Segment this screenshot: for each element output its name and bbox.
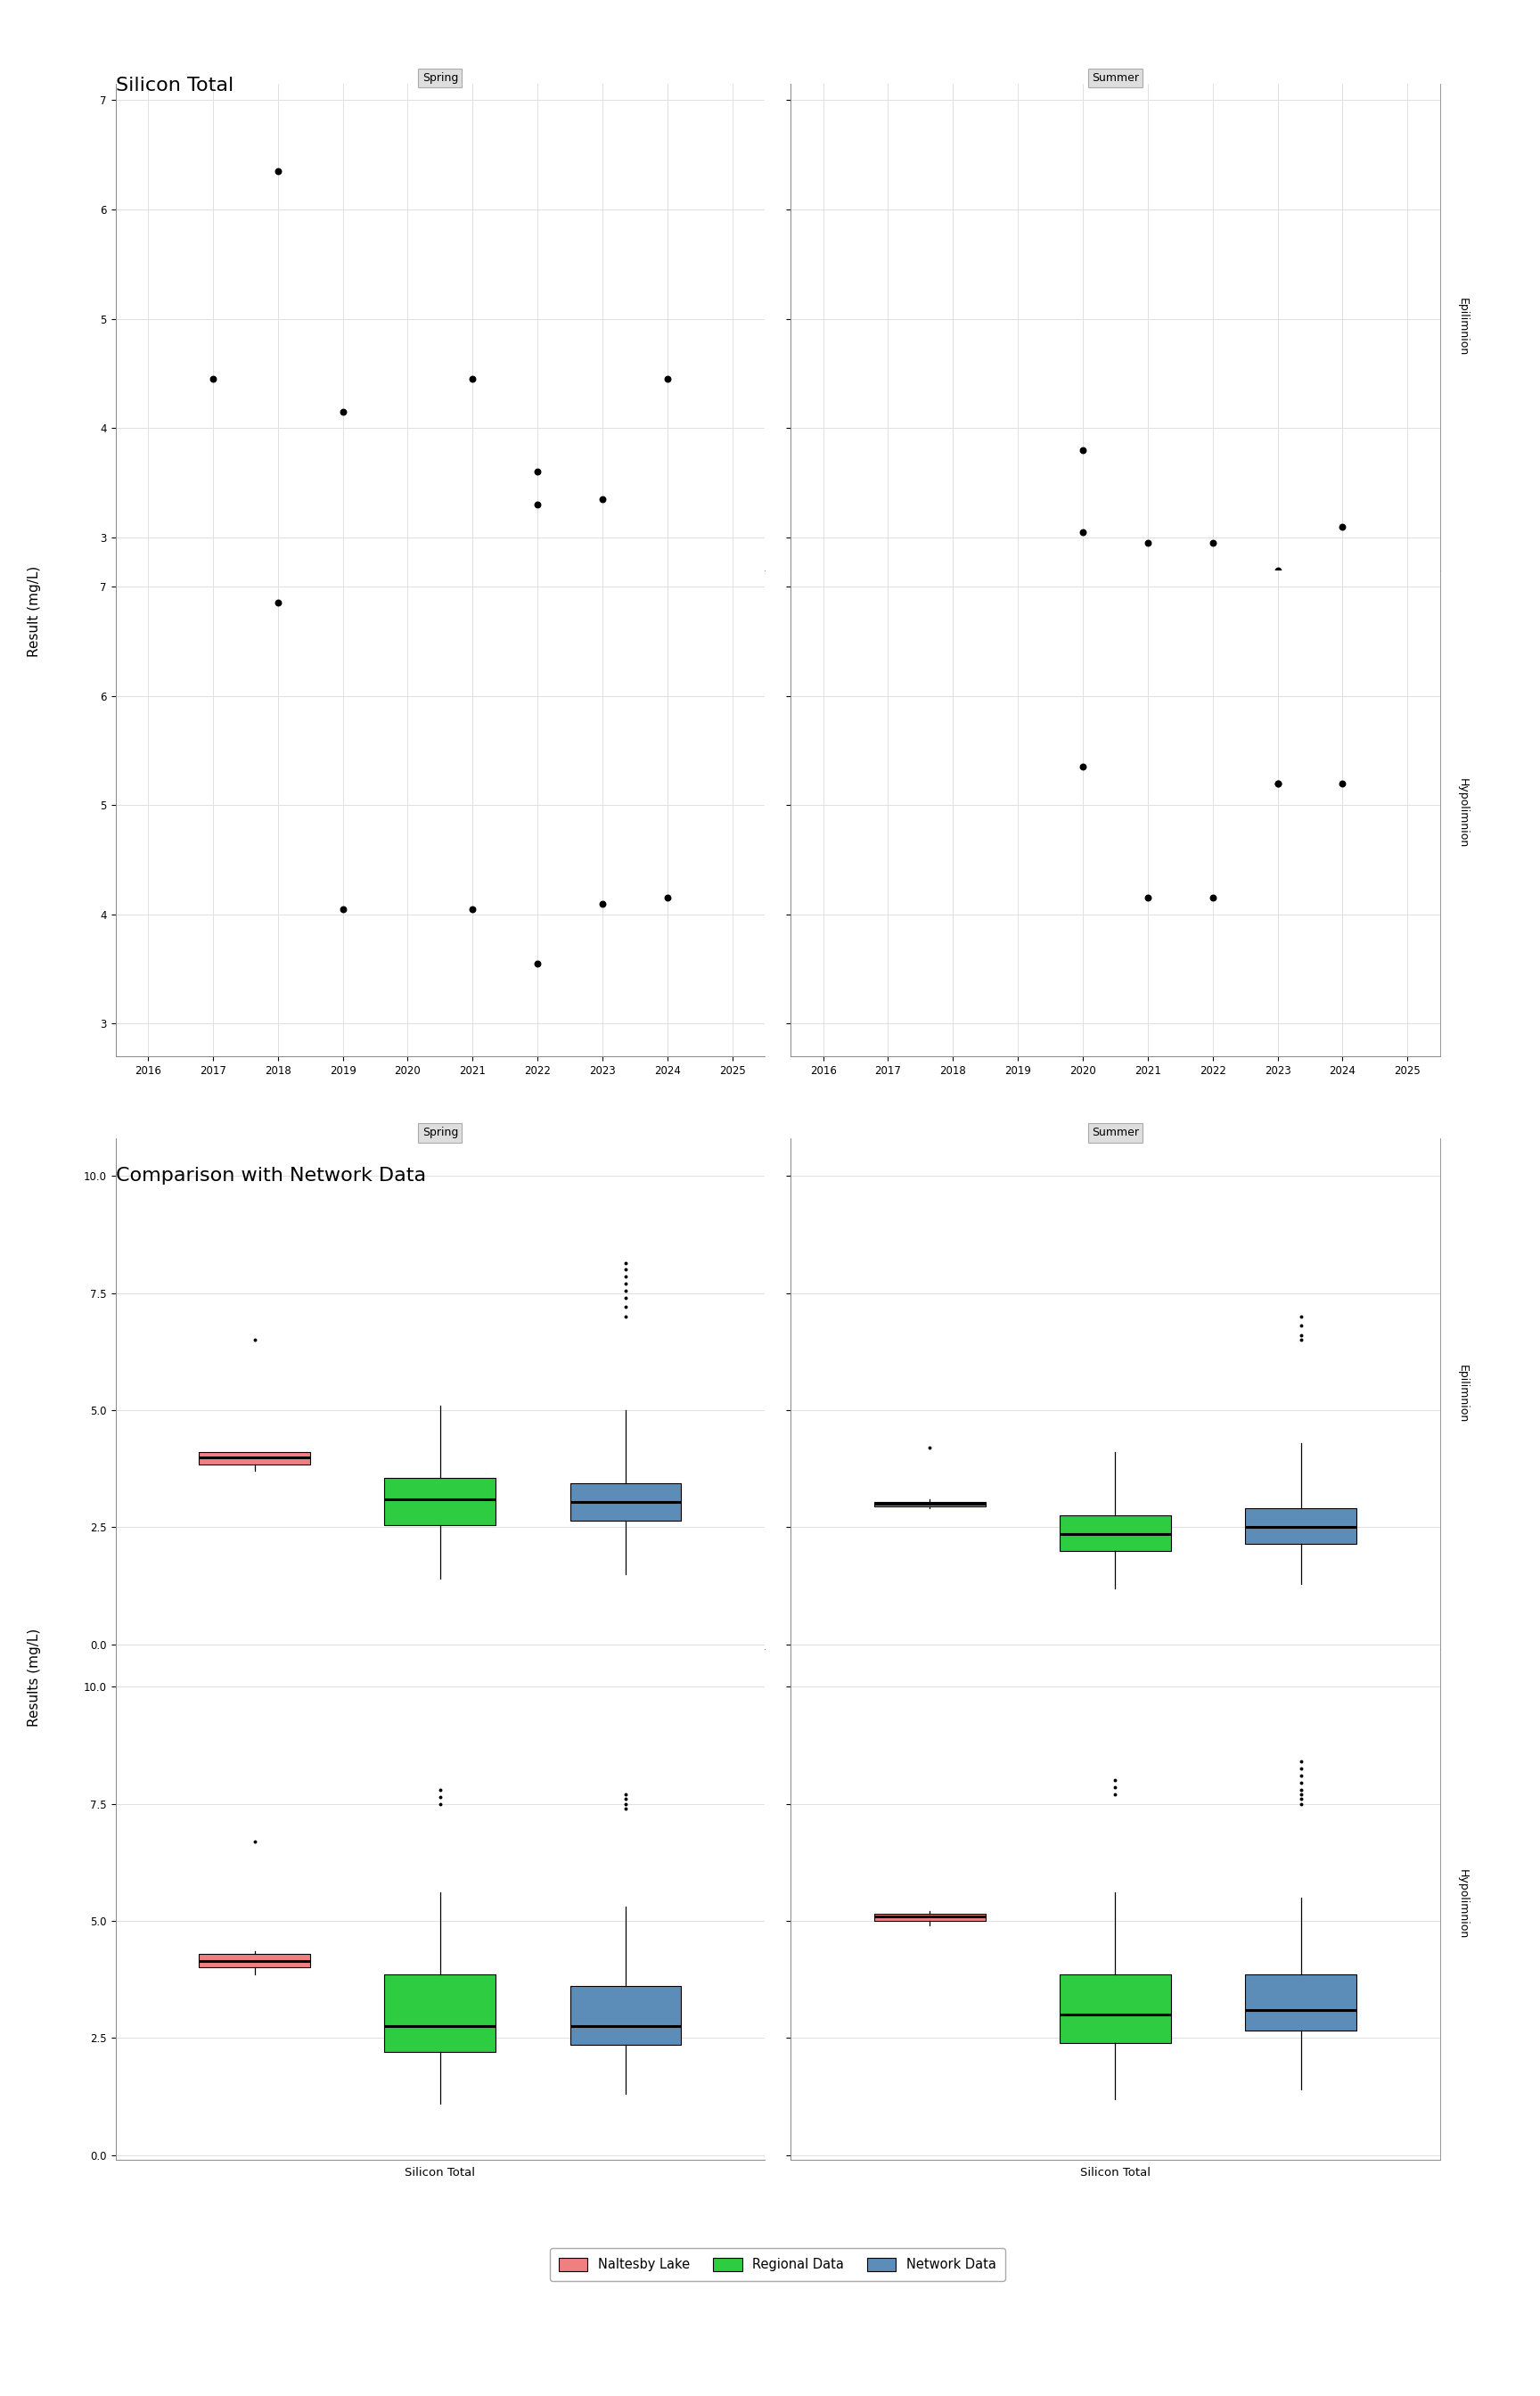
PathPatch shape bbox=[385, 1478, 496, 1524]
Point bbox=[428, 1785, 453, 1823]
Point bbox=[1289, 1771, 1314, 1809]
Text: Result (mg/L): Result (mg/L) bbox=[28, 565, 40, 657]
Point bbox=[1103, 1768, 1127, 1807]
Point bbox=[525, 453, 550, 491]
Point bbox=[428, 1778, 453, 1816]
Point bbox=[613, 1785, 638, 1823]
Point bbox=[331, 889, 356, 927]
PathPatch shape bbox=[1246, 1509, 1357, 1543]
PathPatch shape bbox=[1246, 1974, 1357, 2032]
Y-axis label: Epilimnion: Epilimnion bbox=[1457, 297, 1469, 357]
Point bbox=[1289, 1780, 1314, 1819]
Point bbox=[1070, 513, 1095, 551]
Legend: Naltesby Lake, Regional Data, Network Data: Naltesby Lake, Regional Data, Network Da… bbox=[550, 2247, 1006, 2281]
Point bbox=[1070, 431, 1095, 470]
Text: Comparison with Network Data: Comparison with Network Data bbox=[116, 1167, 425, 1184]
Point bbox=[613, 1272, 638, 1311]
X-axis label: Silicon Total: Silicon Total bbox=[1080, 2166, 1150, 2178]
Point bbox=[613, 1265, 638, 1303]
PathPatch shape bbox=[1060, 1517, 1170, 1550]
Point bbox=[428, 1771, 453, 1809]
PathPatch shape bbox=[1060, 1974, 1170, 2044]
Point bbox=[1289, 1320, 1314, 1359]
Point bbox=[460, 889, 485, 927]
Point bbox=[242, 1320, 266, 1359]
Text: Results (mg/L): Results (mg/L) bbox=[28, 1627, 40, 1728]
Point bbox=[1289, 1742, 1314, 1780]
Point bbox=[460, 359, 485, 398]
PathPatch shape bbox=[199, 1452, 310, 1464]
Point bbox=[654, 879, 679, 918]
Title: Summer: Summer bbox=[1092, 1126, 1140, 1138]
Point bbox=[613, 1279, 638, 1318]
Point bbox=[1289, 1785, 1314, 1823]
Point bbox=[1135, 879, 1160, 918]
PathPatch shape bbox=[385, 1974, 496, 2051]
Point bbox=[1289, 1296, 1314, 1335]
Point bbox=[1103, 1761, 1127, 1799]
Point bbox=[242, 1821, 266, 1859]
Point bbox=[613, 1780, 638, 1819]
Point bbox=[1135, 525, 1160, 563]
PathPatch shape bbox=[875, 1502, 986, 1507]
Point bbox=[1289, 1315, 1314, 1354]
Point bbox=[654, 359, 679, 398]
Point bbox=[1266, 551, 1291, 589]
Point bbox=[331, 393, 356, 431]
Title: Summer: Summer bbox=[1092, 72, 1140, 84]
Point bbox=[1289, 1756, 1314, 1795]
Point bbox=[265, 151, 290, 189]
X-axis label: Silicon Total: Silicon Total bbox=[405, 2166, 476, 2178]
PathPatch shape bbox=[570, 1986, 681, 2044]
Y-axis label: Hypolimnion: Hypolimnion bbox=[1457, 779, 1469, 848]
Point bbox=[1289, 1775, 1314, 1814]
Point bbox=[918, 1428, 942, 1466]
PathPatch shape bbox=[199, 1953, 310, 1967]
Title: Spring: Spring bbox=[422, 72, 457, 84]
Point bbox=[1200, 879, 1224, 918]
Point bbox=[613, 1775, 638, 1814]
Point bbox=[525, 486, 550, 525]
Y-axis label: Hypolimnion: Hypolimnion bbox=[1457, 1869, 1469, 1938]
Point bbox=[613, 1289, 638, 1327]
Point bbox=[1266, 764, 1291, 803]
Point bbox=[1200, 525, 1224, 563]
PathPatch shape bbox=[875, 1914, 986, 1922]
Point bbox=[1289, 1763, 1314, 1802]
Point bbox=[1289, 1749, 1314, 1787]
Point bbox=[200, 359, 225, 398]
PathPatch shape bbox=[570, 1483, 681, 1521]
Point bbox=[613, 1296, 638, 1335]
Point bbox=[1103, 1775, 1127, 1814]
Point bbox=[1289, 1306, 1314, 1344]
Point bbox=[265, 585, 290, 623]
Point bbox=[613, 1251, 638, 1289]
Title: Spring: Spring bbox=[422, 1126, 457, 1138]
Point bbox=[613, 1244, 638, 1282]
Point bbox=[1331, 764, 1355, 803]
Point bbox=[1266, 764, 1291, 803]
Point bbox=[1331, 508, 1355, 546]
Point bbox=[590, 479, 614, 518]
Y-axis label: Epilimnion: Epilimnion bbox=[1457, 1366, 1469, 1423]
Point bbox=[590, 884, 614, 922]
Point bbox=[1070, 748, 1095, 786]
Point bbox=[525, 944, 550, 982]
Text: Silicon Total: Silicon Total bbox=[116, 77, 234, 93]
Point bbox=[613, 1790, 638, 1828]
Point bbox=[613, 1258, 638, 1296]
